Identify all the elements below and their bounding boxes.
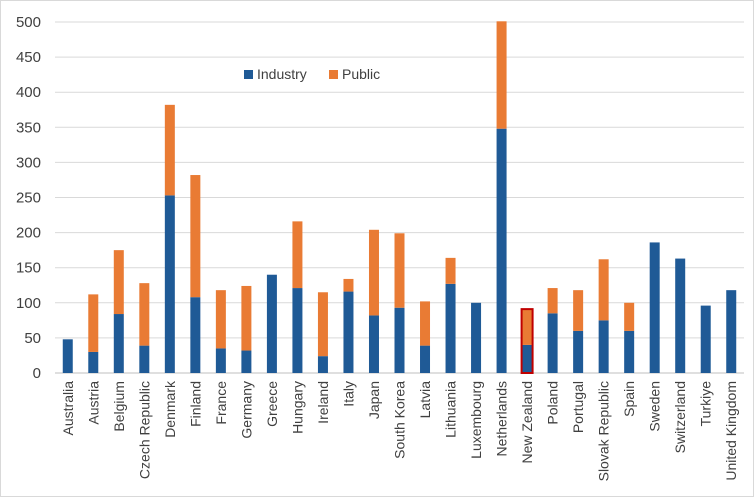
bar-public-latvia (420, 301, 431, 346)
x-tick-label-denmark: Denmark (162, 380, 178, 438)
x-tick-label-italy: Italy (340, 381, 356, 407)
bar-industry-finland (190, 297, 201, 373)
bar-industry-latvia (420, 345, 431, 373)
bar-public-south-korea (394, 233, 405, 308)
bar-public-spain (624, 302, 635, 331)
bar-industry-slovak-republic (598, 320, 609, 373)
bar-industry-australia (62, 339, 73, 373)
bar-industry-sweden (649, 242, 660, 373)
bar-public-belgium (113, 250, 124, 315)
bar-public-italy (343, 278, 354, 292)
bar-public-japan (368, 229, 379, 316)
x-tick-label-australia: Australia (60, 381, 76, 436)
x-tick-label-ireland: Ireland (315, 381, 331, 424)
bar-public-denmark (164, 104, 175, 196)
x-tick-label-spain: Spain (621, 381, 637, 417)
bar-industry-netherlands (496, 128, 507, 373)
x-tick-label-luxembourg: Luxembourg (468, 381, 484, 459)
x-tick-label-greece: Greece (264, 381, 280, 427)
x-tick-label-turkiye: Turkiye (698, 381, 714, 427)
bar-industry-united-kingdom (726, 290, 737, 373)
bar-industry-poland (547, 313, 558, 373)
bar-industry-belgium (113, 314, 124, 373)
x-tick-label-hungary: Hungary (289, 381, 305, 434)
x-tick-label-germany: Germany (238, 381, 254, 439)
highlight-outline-new-zealand (520, 308, 534, 375)
y-tick-label-100: 100 (16, 295, 41, 312)
y-tick-label-300: 300 (16, 154, 41, 171)
bar-industry-austria (88, 351, 99, 373)
x-tick-label-sweden: Sweden (647, 381, 663, 432)
bar-public-lithuania (445, 257, 456, 284)
bar-industry-japan (368, 315, 379, 373)
bar-industry-switzerland (675, 258, 686, 373)
bar-industry-portugal (573, 330, 584, 373)
x-tick-label-czech-republic: Czech Republic (136, 381, 152, 479)
bar-industry-lithuania (445, 283, 456, 373)
bar-industry-south-korea (394, 307, 405, 373)
bar-industry-spain (624, 330, 635, 373)
y-tick-label-200: 200 (16, 225, 41, 242)
y-tick-label-150: 150 (16, 260, 41, 277)
y-tick-label-350: 350 (16, 119, 41, 136)
bar-public-new-zealand (522, 309, 533, 345)
legend-swatch-public (329, 70, 338, 79)
x-tick-label-austria: Austria (85, 381, 101, 425)
x-tick-label-poland: Poland (545, 381, 561, 425)
bar-industry-luxembourg (471, 302, 482, 373)
bar-public-finland (190, 175, 201, 298)
x-tick-label-portugal: Portugal (570, 381, 586, 433)
bar-industry-ireland (317, 356, 328, 373)
x-tick-label-lithuania: Lithuania (443, 381, 459, 438)
bar-public-germany (241, 285, 252, 351)
x-tick-label-france: France (213, 381, 229, 425)
y-tick-label-50: 50 (24, 330, 41, 347)
bar-industry-italy (343, 291, 354, 373)
bar-public-slovak-republic (598, 259, 609, 321)
bar-industry-denmark (164, 195, 175, 373)
bar-industry-greece (266, 274, 277, 373)
bar-industry-czech-republic (139, 345, 150, 373)
y-tick-label-500: 500 (16, 14, 41, 31)
x-tick-label-belgium: Belgium (111, 381, 127, 432)
bar-industry-new-zealand (522, 344, 533, 373)
y-tick-label-250: 250 (16, 190, 41, 207)
x-tick-label-united-kingdom: United Kingdom (723, 381, 739, 481)
bar-public-czech-republic (139, 283, 150, 346)
y-tick-label-400: 400 (16, 84, 41, 101)
x-tick-label-switzerland: Switzerland (672, 381, 688, 453)
bar-public-hungary (292, 221, 303, 289)
x-tick-label-netherlands: Netherlands (494, 381, 510, 457)
y-tick-label-450: 450 (16, 49, 41, 66)
bar-public-portugal (573, 290, 584, 331)
x-tick-label-finland: Finland (187, 381, 203, 427)
legend-swatch-industry (244, 70, 253, 79)
x-tick-label-japan: Japan (366, 381, 382, 419)
x-tick-label-new-zealand: New Zealand (519, 381, 535, 464)
bar-public-netherlands (496, 21, 507, 129)
bar-public-poland (547, 288, 558, 314)
bar-industry-france (215, 348, 226, 373)
x-tick-label-latvia: Latvia (417, 381, 433, 419)
bar-public-austria (88, 294, 99, 352)
bar-industry-hungary (292, 288, 303, 373)
bar-industry-germany (241, 350, 252, 373)
y-tick-label-0: 0 (33, 365, 41, 382)
bar-public-france (215, 290, 226, 349)
bar-industry-turkiye (700, 305, 711, 373)
bar-public-ireland (317, 292, 328, 357)
legend-label-public: Public (342, 66, 380, 82)
legend-label-industry: Industry (257, 66, 307, 82)
x-tick-label-south-korea: South Korea (392, 381, 408, 459)
x-tick-label-slovak-republic: Slovak Republic (596, 381, 612, 481)
